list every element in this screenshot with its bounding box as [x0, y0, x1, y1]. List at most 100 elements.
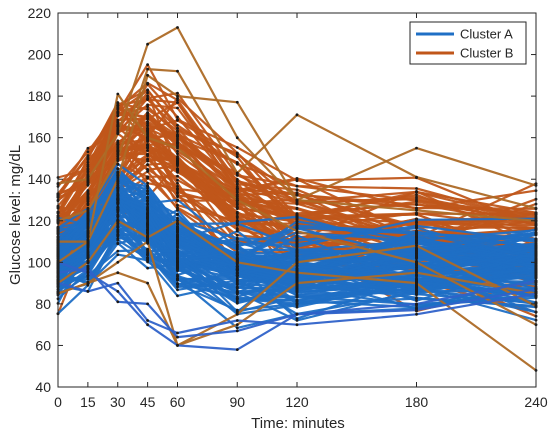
- data-point: [415, 234, 418, 238]
- legend-box: [409, 21, 527, 65]
- data-point: [146, 189, 150, 193]
- data-point: [116, 222, 120, 225]
- data-point: [295, 222, 299, 225]
- axes: 0 15 30 45 60 90 120 180 240 40 60 80 100 120 140 160 18…: [28, 5, 548, 410]
- data-point: [116, 129, 120, 133]
- data-point: [176, 194, 179, 198]
- data-point: [235, 260, 239, 264]
- data-point: [86, 271, 90, 275]
- y-tick-label: 80: [35, 296, 51, 312]
- data-point: [86, 240, 90, 244]
- data-point: [295, 177, 299, 180]
- x-tick-label: 45: [140, 394, 156, 410]
- y-axis-label: Glucose level: mg/dL: [7, 145, 24, 285]
- data-point: [235, 161, 239, 165]
- data-point: [146, 96, 150, 100]
- data-point: [146, 203, 150, 207]
- data-point: [415, 197, 418, 201]
- data-point: [415, 283, 418, 287]
- data-point: [86, 170, 90, 174]
- data-point: [295, 234, 299, 237]
- data-point: [235, 291, 239, 295]
- legend-label: Cluster A: [460, 27, 513, 42]
- data-point: [86, 150, 90, 154]
- data-point: [176, 137, 179, 141]
- data-point: [86, 146, 90, 150]
- data-point: [146, 108, 150, 111]
- data-point: [146, 199, 150, 202]
- data-point: [86, 189, 90, 193]
- data-point: [116, 142, 120, 146]
- data-point: [235, 240, 239, 244]
- data-point: [295, 257, 299, 260]
- data-point: [176, 118, 179, 121]
- data-point: [146, 323, 150, 327]
- data-point: [146, 140, 150, 143]
- data-point: [295, 113, 299, 117]
- data-point: [415, 299, 418, 303]
- data-point: [116, 123, 120, 127]
- data-point: [235, 171, 239, 175]
- data-point: [176, 123, 179, 127]
- data-point: [116, 196, 120, 200]
- data-point: [415, 193, 418, 197]
- data-point: [86, 234, 90, 238]
- data-point: [235, 233, 239, 237]
- data-point: [235, 153, 239, 157]
- data-point: [146, 232, 150, 236]
- data-point: [116, 92, 120, 96]
- data-point: [146, 256, 150, 259]
- data-point: [295, 201, 299, 205]
- data-point: [176, 161, 179, 165]
- data-point: [235, 279, 239, 282]
- data-point: [86, 177, 90, 181]
- data-point: [295, 213, 299, 217]
- data-point: [146, 236, 150, 239]
- data-point: [86, 198, 90, 202]
- data-point: [176, 26, 179, 29]
- data-point: [146, 111, 150, 114]
- data-point: [235, 146, 239, 149]
- data-point: [295, 312, 299, 316]
- data-point: [116, 184, 120, 188]
- data-point: [116, 260, 120, 264]
- data-point: [295, 291, 299, 295]
- data-point: [415, 312, 418, 316]
- data-point: [86, 247, 90, 251]
- data-point: [295, 288, 299, 291]
- data-point: [146, 206, 150, 209]
- data-point: [295, 198, 299, 202]
- data-point: [146, 215, 150, 219]
- data-point: [415, 236, 418, 240]
- data-point: [146, 227, 150, 231]
- data-point: [176, 259, 179, 262]
- data-point: [176, 91, 179, 95]
- data-point: [86, 260, 90, 264]
- data-point: [146, 240, 150, 244]
- data-point: [146, 73, 150, 77]
- y-tick-label: 220: [28, 5, 52, 21]
- data-point: [295, 188, 299, 192]
- data-point: [116, 271, 120, 275]
- data-point: [235, 100, 239, 104]
- data-point: [146, 114, 150, 118]
- data-point: [295, 193, 299, 197]
- data-point: [415, 305, 418, 309]
- data-point: [176, 198, 179, 202]
- data-point: [295, 323, 299, 327]
- data-point: [86, 277, 90, 281]
- data-point: [146, 126, 150, 130]
- data-point: [176, 168, 179, 172]
- data-point: [295, 239, 299, 243]
- data-point: [86, 255, 90, 259]
- data-point: [235, 155, 239, 159]
- data-point: [176, 229, 179, 233]
- data-point: [146, 91, 150, 95]
- data-point: [295, 277, 299, 281]
- data-point: [146, 122, 150, 125]
- data-point: [295, 254, 299, 257]
- data-point: [86, 160, 90, 164]
- data-point: [176, 294, 179, 298]
- data-point: [415, 146, 418, 150]
- data-point: [295, 267, 299, 271]
